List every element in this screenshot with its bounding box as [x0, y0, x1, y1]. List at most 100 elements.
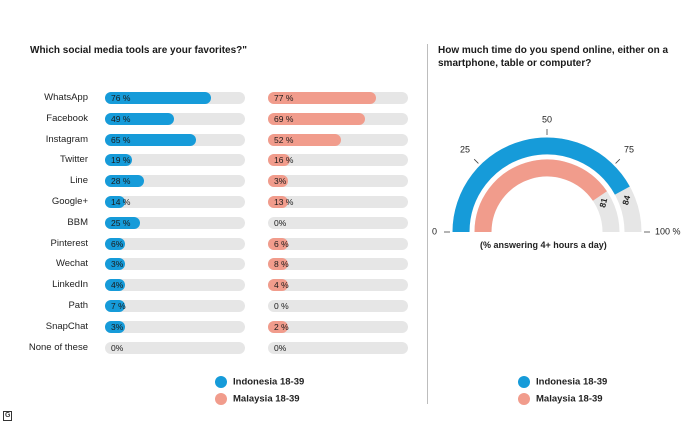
- bar-category-label: Wechat: [55, 258, 88, 270]
- bar-value-label: 3%: [111, 259, 124, 270]
- bar-value-label: 13 %: [274, 197, 294, 207]
- bar-row: LinkedIn 4% 4 %: [0, 278, 420, 292]
- gauge-tick-label: 25: [460, 144, 470, 154]
- bar-value-label: 6 %: [274, 238, 289, 249]
- bar-legend-malaysia: Malaysia 18-39: [215, 393, 300, 405]
- malaysia-bar: [268, 154, 291, 167]
- gauge-tick: [473, 158, 479, 164]
- indonesia-bar: [105, 237, 125, 250]
- bar-value-label: 0%: [111, 342, 124, 353]
- malaysia-bar-track: 52 %: [268, 133, 408, 146]
- bar-category-label: None of these: [28, 341, 88, 353]
- bar-category-label: Path: [68, 300, 88, 311]
- bar-value-label: 65 %: [111, 134, 131, 145]
- indonesia-bar-track: 65 %: [105, 133, 245, 146]
- bar-row: Twitter 19 % 16 %: [0, 153, 420, 167]
- indonesia-bar: [105, 133, 196, 146]
- indonesia-bar-track: 19 %: [105, 154, 245, 167]
- indonesia-bar: [105, 300, 125, 312]
- gauge-legend-indonesia-label: Indonesia 18-39: [536, 376, 608, 388]
- bar-category-label: LinkedIn: [52, 279, 88, 291]
- bar-category-label: Instagram: [45, 133, 88, 145]
- malaysia-bar: [268, 258, 288, 271]
- indonesia-bar: [105, 154, 132, 167]
- malaysia-bar: [268, 237, 288, 250]
- indonesia-bar-track: 6%: [105, 237, 245, 250]
- indonesia-bar-track: 76 %: [105, 92, 245, 104]
- bar-category-label: Google+: [51, 196, 88, 207]
- bar-value-label: 7 %: [111, 301, 126, 311]
- gauge-legend-malaysia-label: Malaysia 18-39: [536, 393, 603, 405]
- bar-category-label: Twitter: [60, 154, 88, 166]
- bar-category-label: WhatsApp: [44, 92, 88, 103]
- malaysia-bar-track: 0%: [268, 341, 408, 354]
- bar-row: Google+ 14 % 13 %: [0, 195, 420, 209]
- bar-category-label: SnapChat: [45, 320, 88, 332]
- bar-row: None of these 0% 0%: [0, 341, 420, 355]
- bar-legend-malaysia-label: Malaysia 18-39: [233, 393, 300, 405]
- malaysia-bar: [268, 279, 288, 292]
- indonesia-bar: [105, 112, 174, 125]
- indonesia-bar-track: 14 %: [105, 196, 245, 208]
- malaysia-bar-track: 0%: [268, 216, 408, 229]
- bar-value-label: 52 %: [274, 134, 294, 145]
- bar-value-label: 0%: [274, 342, 287, 353]
- indonesia-bar: [105, 196, 125, 208]
- indonesia-legend-dot: [518, 376, 530, 388]
- left-chart-title: Which social media tools are your favori…: [30, 45, 248, 56]
- bar-category-label: Line: [70, 175, 88, 187]
- right-chart-title: How much time do you spend online, eithe…: [438, 45, 669, 69]
- bar-row: Pinterest 6% 6 %: [0, 237, 420, 251]
- indonesia-bar-track: 49 %: [105, 112, 245, 125]
- malaysia-bar-track: 3%: [268, 175, 408, 188]
- bar-value-label: 28 %: [111, 176, 131, 187]
- indonesia-gauge-arc: [452, 137, 630, 233]
- malaysia-bar: [268, 320, 288, 333]
- bar-row: BBM 25 % 0%: [0, 216, 420, 230]
- bar-value-label: 16 %: [274, 155, 294, 166]
- gauge-tick-label: 50: [542, 114, 552, 124]
- indonesia-bar-track: 28 %: [105, 175, 245, 188]
- bar-value-label: 76 %: [111, 93, 131, 103]
- indonesia-bar: [105, 279, 125, 292]
- indonesia-bar: [105, 216, 140, 229]
- malaysia-bar-track: 16 %: [268, 154, 408, 167]
- malaysia-bar-track: 2 %: [268, 320, 408, 333]
- bar-legend-indonesia-label: Indonesia 18-39: [233, 376, 305, 388]
- bar-value-label: 8 %: [274, 259, 289, 270]
- gauge-legend-indonesia: Indonesia 18-39: [518, 376, 607, 388]
- malaysia-bar: [268, 133, 341, 146]
- indonesia-bar: [105, 92, 212, 104]
- bar-value-label: 25 %: [111, 217, 131, 228]
- gauge-tick: [615, 158, 621, 164]
- bar-value-label: 0%: [274, 217, 287, 228]
- bar-row: Facebook 49 % 69 %: [0, 112, 420, 126]
- malaysia-bar: [268, 112, 365, 125]
- bar-value-label: 4 %: [274, 280, 289, 291]
- bar-row: Path 7 % 0 %: [0, 299, 420, 313]
- indonesia-gauge-value-label: 84: [620, 194, 632, 206]
- malaysia-bar-track: 0 %: [268, 300, 408, 312]
- bar-category-label: Facebook: [46, 112, 88, 124]
- malaysia-bar-track: 6 %: [268, 237, 408, 250]
- gauge-chart: 84 81 25 50 75 0 100 %: [432, 114, 681, 236]
- chart-divider: [427, 44, 428, 404]
- gauge-tick-label: 75: [624, 144, 634, 154]
- indonesia-bar: [105, 258, 125, 271]
- indonesia-bar-track: 25 %: [105, 216, 245, 229]
- indonesia-bar: [105, 175, 145, 188]
- malaysia-bar-track: 8 %: [268, 258, 408, 271]
- bar-row: SnapChat 3% 2 %: [0, 320, 420, 334]
- malaysia-gauge-value-label: 81: [597, 197, 609, 209]
- gauge-note: (% answering 4+ hours a day): [480, 240, 607, 250]
- bar-value-label: 69 %: [274, 113, 294, 124]
- bar-value-label: 77 %: [274, 93, 294, 103]
- indonesia-bar-track: 4%: [105, 279, 245, 292]
- indonesia-bar-track: 3%: [105, 258, 245, 271]
- bar-value-label: 3%: [274, 176, 287, 187]
- bar-value-label: 3%: [111, 321, 124, 332]
- bar-value-label: 49 %: [111, 113, 131, 124]
- gauge-legend-malaysia: Malaysia 18-39: [518, 393, 603, 405]
- bar-value-label: 6%: [111, 238, 124, 249]
- bar-value-label: 2 %: [274, 321, 289, 332]
